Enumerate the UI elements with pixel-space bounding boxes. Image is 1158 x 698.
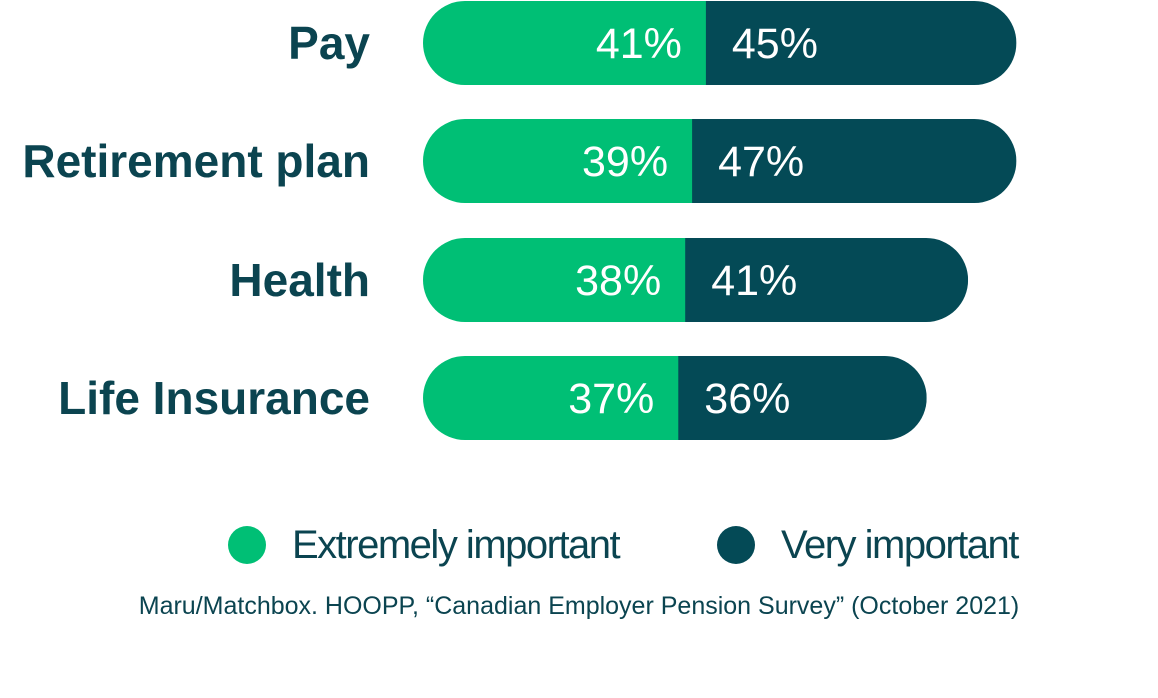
stacked-bar-chart: Pay 41% 45% Retirement plan 39% 47% Health 38% 4… bbox=[22, 1, 1017, 440]
category-label: Life Insurance bbox=[58, 372, 370, 424]
value-label-very-important: 47% bbox=[718, 138, 804, 186]
bar-extremely-important bbox=[423, 119, 694, 203]
bar-row-pay: Pay 41% 45% bbox=[288, 1, 1017, 85]
bar-row-health: Health 38% 41% bbox=[229, 238, 969, 322]
value-label-extremely-important: 39% bbox=[582, 138, 668, 186]
bar-extremely-important bbox=[423, 238, 687, 322]
bar-very-important bbox=[685, 238, 969, 322]
category-label: Pay bbox=[288, 17, 370, 69]
bar-row-life-insurance: Life Insurance 37% 36% bbox=[58, 356, 927, 440]
bar-row-retirement-plan: Retirement plan 39% 47% bbox=[22, 119, 1017, 203]
value-label-very-important: 36% bbox=[704, 375, 790, 423]
bar-very-important bbox=[678, 356, 927, 440]
legend-label-very-important: Very important bbox=[781, 522, 1019, 567]
category-label: Retirement plan bbox=[22, 135, 370, 187]
value-label-very-important: 45% bbox=[732, 20, 818, 68]
bar-extremely-important bbox=[423, 1, 707, 85]
value-label-extremely-important: 38% bbox=[575, 257, 661, 305]
bar-extremely-important bbox=[423, 356, 680, 440]
legend: Extremely important Very important bbox=[0, 520, 1158, 570]
legend-swatch-extremely-important bbox=[228, 526, 266, 564]
bar-very-important bbox=[705, 1, 1017, 85]
value-label-extremely-important: 37% bbox=[568, 375, 654, 423]
category-label: Health bbox=[229, 254, 370, 306]
value-label-very-important: 41% bbox=[711, 257, 797, 305]
bars-group: Pay 41% 45% Retirement plan 39% 47% Health 38% 4… bbox=[22, 1, 1017, 440]
bar-very-important bbox=[692, 119, 1017, 203]
legend-swatch-very-important bbox=[717, 526, 755, 564]
source-note: Maru/Matchbox. HOOPP, “Canadian Employer… bbox=[138, 592, 1020, 620]
legend-item-very-important: Very important bbox=[717, 520, 1019, 570]
value-label-extremely-important: 41% bbox=[596, 20, 682, 68]
legend-item-extremely-important: Extremely important bbox=[228, 520, 621, 570]
legend-label-extremely-important: Extremely important bbox=[292, 522, 621, 567]
